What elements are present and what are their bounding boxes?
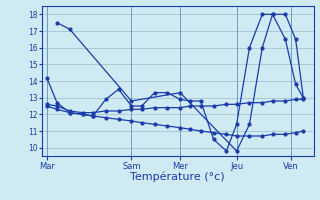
X-axis label: Température (°c): Température (°c) — [130, 172, 225, 182]
